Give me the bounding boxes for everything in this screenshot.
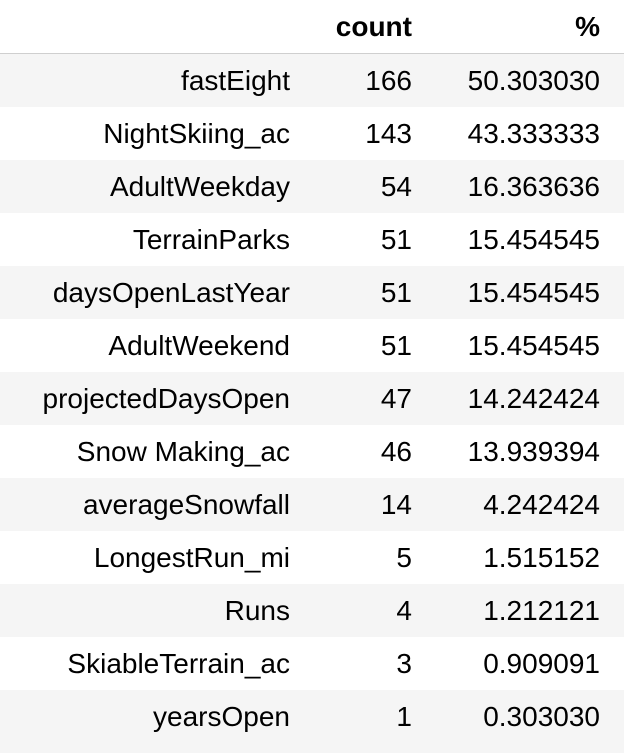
table-bottom-stripe — [0, 743, 624, 753]
row-index-label: yearsOpen — [153, 701, 290, 732]
row-count-value: 3 — [396, 648, 412, 679]
row-index-label: NightSkiing_ac — [103, 118, 290, 149]
row-count-value: 46 — [380, 436, 412, 467]
row-percent-value: 13.939394 — [467, 436, 600, 467]
row-percent-value: 15.454545 — [467, 330, 600, 361]
row-index-label: AdultWeekend — [108, 330, 290, 361]
table-row: AdultWeekday 54 16.363636 — [0, 160, 624, 213]
row-index-label: averageSnowfall — [82, 489, 290, 520]
row-count-value: 1 — [396, 701, 412, 732]
row-index-label: Runs — [224, 595, 290, 626]
row-count-value: 54 — [380, 171, 412, 202]
row-percent-value: 4.242424 — [483, 489, 600, 520]
row-percent-value: 0.909091 — [483, 648, 600, 679]
row-percent-value: 14.242424 — [467, 383, 600, 414]
row-percent-value: 0.303030 — [483, 701, 600, 732]
table-row: NightSkiing_ac 143 43.333333 — [0, 107, 624, 160]
row-index-label: projectedDaysOpen — [42, 383, 290, 414]
table-body: fastEight 166 50.303030 NightSkiing_ac 1… — [0, 53, 624, 743]
row-count-value: 166 — [365, 65, 412, 96]
row-percent-value: 15.454545 — [467, 224, 600, 255]
row-percent-value: 43.333333 — [467, 118, 600, 149]
row-index-label: AdultWeekday — [109, 171, 290, 202]
table-row: daysOpenLastYear 51 15.454545 — [0, 266, 624, 319]
header-row: count % — [0, 0, 624, 54]
row-index-label: daysOpenLastYear — [52, 277, 290, 308]
table-row: TerrainParks 51 15.454545 — [0, 213, 624, 266]
table-row: yearsOpen 1 0.303030 — [0, 690, 624, 743]
row-percent-value: 15.454545 — [467, 277, 600, 308]
table-row: AdultWeekend 51 15.454545 — [0, 319, 624, 372]
table-header: count % — [0, 0, 624, 54]
table-row: Snow Making_ac 46 13.939394 — [0, 425, 624, 478]
row-count-value: 5 — [396, 542, 412, 573]
row-percent-value: 16.363636 — [467, 171, 600, 202]
row-index-label: fastEight — [181, 65, 290, 96]
row-percent-value: 1.212121 — [483, 595, 600, 626]
row-index-label: SkiableTerrain_ac — [67, 648, 290, 679]
row-index-label: TerrainParks — [132, 224, 290, 255]
table-row: SkiableTerrain_ac 3 0.909091 — [0, 637, 624, 690]
row-count-value: 47 — [380, 383, 412, 414]
row-count-value: 51 — [380, 224, 412, 255]
row-count-value: 51 — [380, 277, 412, 308]
header-count: count — [302, 0, 424, 54]
table-row: projectedDaysOpen 47 14.242424 — [0, 372, 624, 425]
row-count-value: 14 — [380, 489, 412, 520]
table-row: averageSnowfall 14 4.242424 — [0, 478, 624, 531]
header-percent: % — [424, 0, 624, 54]
row-percent-value: 50.303030 — [467, 65, 600, 96]
header-index — [0, 0, 302, 54]
row-count-value: 4 — [396, 595, 412, 626]
row-index-label: LongestRun_mi — [93, 542, 290, 573]
table-row: Runs 4 1.212121 — [0, 584, 624, 637]
row-count-value: 51 — [380, 330, 412, 361]
row-index-label: Snow Making_ac — [76, 436, 290, 467]
row-percent-value: 1.515152 — [483, 542, 600, 573]
table-row: LongestRun_mi 5 1.515152 — [0, 531, 624, 584]
table-row: fastEight 166 50.303030 — [0, 53, 624, 107]
row-count-value: 143 — [365, 118, 412, 149]
